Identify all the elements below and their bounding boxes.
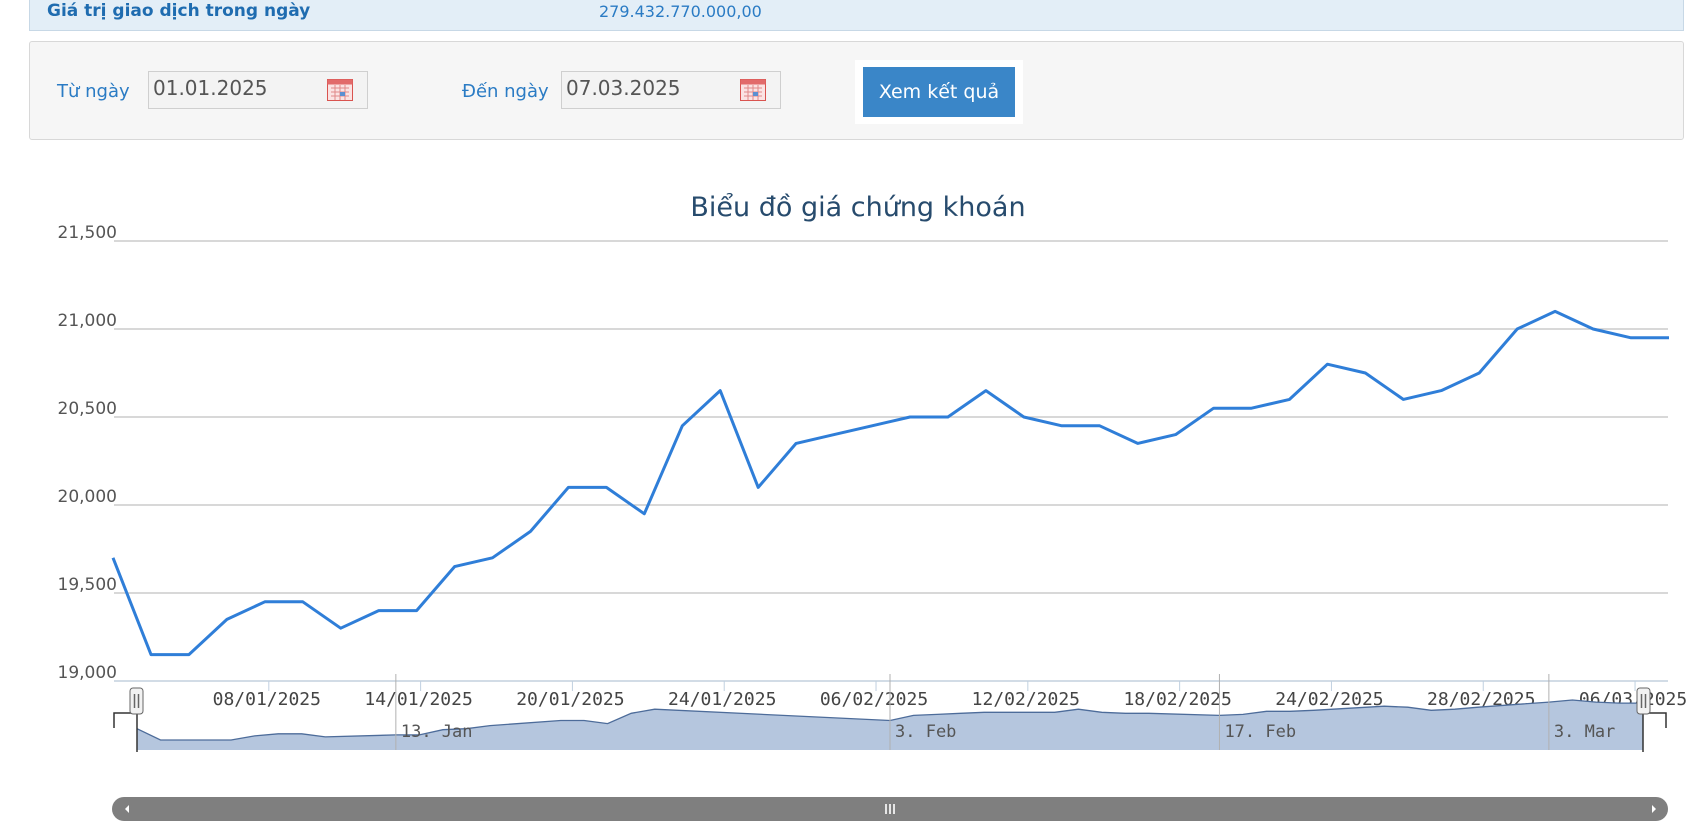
to-date-input[interactable] bbox=[566, 76, 716, 100]
x-tick-label: 06/02/2025 bbox=[820, 689, 928, 710]
trading-value-bar: Giá trị giao dịch trong ngày 279.432.770… bbox=[29, 0, 1684, 31]
y-tick-label: 21,500 bbox=[58, 223, 117, 243]
to-date-label: Đến ngày bbox=[462, 81, 549, 102]
navigator-label: 13. Jan bbox=[401, 722, 473, 742]
view-results-button[interactable]: Xem kết quả bbox=[863, 67, 1015, 117]
calendar-icon[interactable] bbox=[740, 77, 766, 101]
x-tick-label: 18/02/2025 bbox=[1123, 689, 1231, 710]
to-date-box bbox=[561, 71, 781, 109]
navigator-mask-left bbox=[113, 712, 138, 752]
y-tick-label: 21,000 bbox=[58, 311, 117, 331]
x-tick-label: 14/01/2025 bbox=[364, 689, 472, 710]
price-chart: Biểu đồ giá chứng khoán 19,000 19,500 20,0… bbox=[0, 170, 1695, 835]
x-tick-label: 08/01/2025 bbox=[213, 689, 321, 710]
chart-title: Biểu đồ giá chứng khoán bbox=[690, 192, 1025, 223]
navigator-mask-right bbox=[1642, 712, 1667, 752]
price-chart-svg: Biểu đồ giá chứng khoán 19,000 19,500 20,0… bbox=[58, 192, 1687, 821]
scrollbar[interactable] bbox=[112, 797, 1668, 821]
from-date-label: Từ ngày bbox=[57, 81, 130, 102]
arrow-right-icon bbox=[1652, 805, 1656, 813]
date-filter-panel: Từ ngày Đến ngày Xem kết quả bbox=[29, 41, 1684, 140]
navigator[interactable]: 13. Jan 3. Feb 17. Feb 3. Mar bbox=[113, 674, 1667, 752]
navigator-line bbox=[136, 699, 1643, 741]
x-tick-label: 24/02/2025 bbox=[1275, 689, 1383, 710]
navigator-label: 3. Feb bbox=[895, 722, 956, 742]
navigator-label: 3. Mar bbox=[1554, 722, 1615, 742]
trading-value-amount: 279.432.770.000,00 bbox=[599, 2, 762, 21]
submit-button-frame: Xem kết quả bbox=[855, 60, 1023, 124]
calendar-icon[interactable] bbox=[327, 77, 353, 101]
navigator-label: 17. Feb bbox=[1224, 722, 1296, 742]
x-tick-label: 12/02/2025 bbox=[972, 689, 1080, 710]
x-tick-label: 24/01/2025 bbox=[668, 689, 776, 710]
y-tick-label: 20,000 bbox=[58, 487, 117, 507]
from-date-input[interactable] bbox=[153, 76, 303, 100]
arrow-left-icon bbox=[125, 805, 129, 813]
x-tick-label: 20/01/2025 bbox=[516, 689, 624, 710]
from-date-box bbox=[148, 71, 368, 109]
scroll-right-button[interactable] bbox=[1643, 797, 1668, 821]
price-series-line bbox=[111, 309, 1669, 657]
navigator-handle-right[interactable] bbox=[1636, 687, 1651, 715]
grip-icon bbox=[885, 804, 895, 814]
y-tick-label: 19,000 bbox=[58, 663, 117, 683]
navigator-handle-left[interactable] bbox=[129, 687, 144, 715]
trading-value-label: Giá trị giao dịch trong ngày bbox=[47, 1, 311, 21]
y-tick-label: 19,500 bbox=[58, 575, 117, 595]
scroll-left-button[interactable] bbox=[112, 797, 137, 821]
y-tick-label: 20,500 bbox=[58, 399, 117, 419]
